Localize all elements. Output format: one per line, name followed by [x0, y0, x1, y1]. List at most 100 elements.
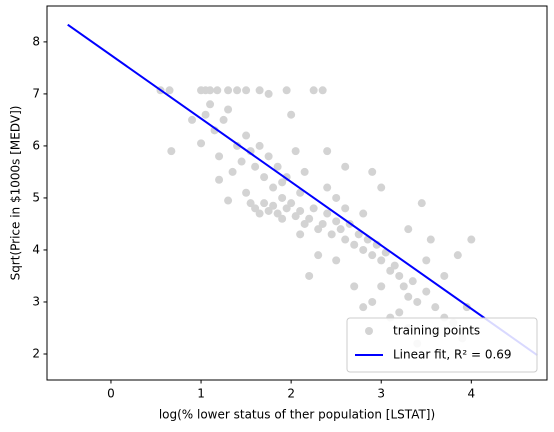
- data-point: [197, 139, 206, 148]
- y-tick-label: 3: [32, 294, 40, 308]
- data-point: [251, 204, 260, 213]
- data-point: [323, 209, 332, 218]
- data-point: [431, 303, 440, 312]
- y-tick-label: 2: [32, 346, 40, 360]
- data-point: [309, 86, 318, 95]
- legend-label: training points: [393, 324, 480, 338]
- data-point: [341, 204, 350, 213]
- data-point: [318, 219, 327, 228]
- data-point: [300, 167, 309, 176]
- data-point: [341, 235, 350, 244]
- data-point: [318, 86, 327, 95]
- data-point: [323, 147, 332, 156]
- data-point: [269, 201, 278, 210]
- data-point: [219, 115, 228, 124]
- data-point: [305, 214, 314, 223]
- data-point: [426, 235, 435, 244]
- data-point: [278, 178, 287, 187]
- data-point: [377, 256, 386, 265]
- x-axis-label: log(% lower status of ther population [L…: [159, 408, 435, 422]
- data-point: [291, 212, 300, 221]
- data-point: [255, 209, 264, 218]
- data-point: [233, 86, 242, 95]
- data-point: [287, 199, 296, 208]
- data-point: [201, 110, 210, 119]
- data-point: [237, 157, 246, 166]
- data-point: [332, 193, 341, 202]
- data-point: [296, 230, 305, 239]
- data-point: [386, 266, 395, 275]
- data-point: [404, 292, 413, 301]
- data-point: [269, 183, 278, 192]
- data-point: [167, 147, 176, 156]
- legend: training points Linear fit, R² = 0.69: [346, 317, 538, 373]
- data-point: [255, 86, 264, 95]
- data-point: [377, 282, 386, 291]
- data-point: [278, 214, 287, 223]
- x-tick-label: 3: [377, 387, 385, 401]
- fit-line: [67, 23, 538, 356]
- data-point: [260, 173, 269, 182]
- data-point: [273, 209, 282, 218]
- data-point: [165, 86, 174, 95]
- y-tick-label: 8: [32, 34, 40, 48]
- data-point: [422, 256, 431, 265]
- data-point: [467, 235, 476, 244]
- data-point: [233, 141, 242, 150]
- data-point: [368, 167, 377, 176]
- data-point: [282, 86, 291, 95]
- data-point: [422, 287, 431, 296]
- y-tick-label: 5: [32, 190, 40, 204]
- x-tick-label: 2: [287, 387, 295, 401]
- x-tick-label: 1: [197, 387, 205, 401]
- data-point: [453, 251, 462, 260]
- data-point: [215, 152, 224, 161]
- y-tick-label: 6: [32, 138, 40, 152]
- data-point: [440, 271, 449, 280]
- data-point: [264, 89, 273, 98]
- legend-label: Linear fit, R² = 0.69: [393, 348, 512, 362]
- data-point: [354, 230, 363, 239]
- data-point: [341, 162, 350, 171]
- data-point: [368, 251, 377, 260]
- data-point: [359, 245, 368, 254]
- data-point: [255, 141, 264, 150]
- data-point: [417, 199, 426, 208]
- data-point: [323, 183, 332, 192]
- data-point: [368, 297, 377, 306]
- data-point: [309, 204, 318, 213]
- data-point: [395, 308, 404, 317]
- data-point: [314, 225, 323, 234]
- plot-area: [67, 23, 538, 356]
- data-point: [395, 271, 404, 280]
- data-point: [224, 196, 233, 205]
- data-point: [350, 282, 359, 291]
- data-point: [287, 110, 296, 119]
- data-point: [206, 100, 215, 109]
- y-tick-label: 7: [32, 86, 40, 100]
- data-point: [251, 162, 260, 171]
- data-point: [359, 209, 368, 218]
- data-point: [291, 147, 300, 156]
- legend-box: [346, 317, 538, 373]
- y-tick-label: 4: [32, 242, 40, 256]
- data-point: [300, 219, 309, 228]
- data-point: [336, 225, 345, 234]
- data-point: [224, 105, 233, 114]
- legend-marker: [365, 327, 373, 335]
- data-point: [188, 115, 197, 124]
- data-point: [350, 240, 359, 249]
- data-point: [359, 303, 368, 312]
- data-point: [242, 131, 251, 140]
- y-axis-label: Sqrt(Price in $1000s [MEDV]): [9, 106, 23, 281]
- data-point: [224, 86, 233, 95]
- data-point: [242, 188, 251, 197]
- data-point: [327, 230, 336, 239]
- data-point: [273, 162, 282, 171]
- plot-frame: [46, 5, 548, 381]
- data-point: [305, 271, 314, 280]
- data-point: [242, 86, 251, 95]
- data-point: [332, 256, 341, 265]
- data-point: [332, 217, 341, 226]
